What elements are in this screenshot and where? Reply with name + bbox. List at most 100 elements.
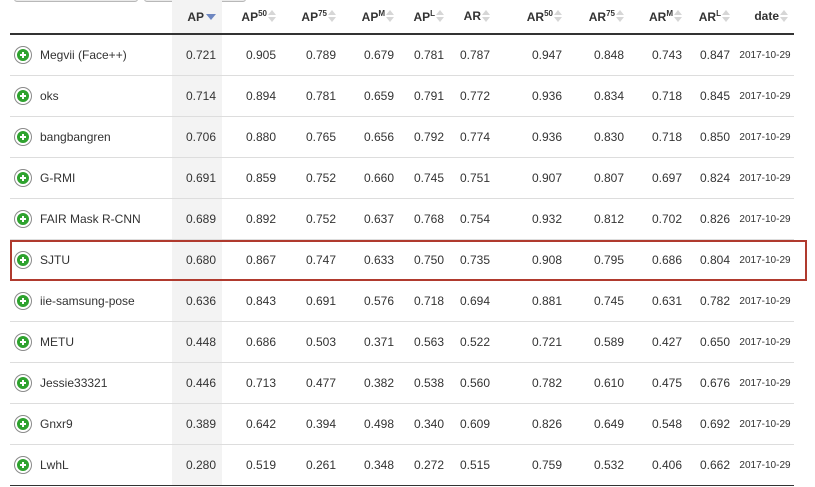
column-header-date[interactable]: date — [736, 0, 794, 35]
cell-name: oks — [10, 75, 172, 117]
cell-ap75: 0.747 — [282, 239, 342, 281]
column-label: AP — [241, 9, 259, 24]
expand-plus-icon[interactable] — [15, 211, 31, 227]
cell-name: Jessie33321 — [10, 362, 172, 404]
cell-ar50: 0.759 — [496, 444, 568, 486]
table-row[interactable]: SJTU 0.680 0.867 0.747 0.633 0.750 0.735 0.908 0… — [10, 239, 794, 281]
column-label-superscript: 50 — [258, 8, 267, 18]
cell-ar: 0.787 — [450, 34, 496, 76]
column-header-ar[interactable]: AR — [450, 0, 496, 35]
column-label: AP — [413, 9, 431, 24]
column-header-ap[interactable]: AP — [172, 0, 222, 35]
cell-apm: 0.679 — [342, 34, 400, 76]
cell-apm: 0.659 — [342, 75, 400, 117]
team-name: iie-samsung-pose — [40, 294, 135, 308]
column-label-superscript: L — [716, 8, 721, 18]
cell-ar75: 0.807 — [568, 157, 630, 199]
column-header-ar50[interactable]: AR50 — [496, 0, 568, 35]
cell-apl: 0.781 — [400, 34, 450, 76]
cell-ap50: 0.686 — [222, 321, 282, 363]
cell-name: LwhL — [10, 444, 172, 486]
cell-arm: 0.702 — [630, 198, 688, 240]
cell-apl: 0.272 — [400, 444, 450, 486]
cell-arm: 0.686 — [630, 239, 688, 281]
cell-arl: 0.662 — [688, 444, 736, 486]
column-label: AP — [187, 9, 204, 24]
cell-apm: 0.656 — [342, 116, 400, 158]
cell-name: Megvii (Face++) — [10, 34, 172, 76]
expand-plus-icon[interactable] — [15, 129, 31, 145]
expand-plus-icon[interactable] — [15, 252, 31, 268]
cell-ap75: 0.691 — [282, 280, 342, 322]
cell-ar50: 0.947 — [496, 34, 568, 76]
column-header-ap75[interactable]: AP75 — [282, 0, 342, 35]
table-row[interactable]: oks 0.714 0.894 0.781 0.659 0.791 0.772 0.936 0.… — [10, 75, 794, 117]
expand-plus-icon[interactable] — [15, 334, 31, 350]
cell-ar: 0.609 — [450, 403, 496, 445]
sort-both-icon — [328, 10, 336, 24]
cell-apm: 0.660 — [342, 157, 400, 199]
cell-ap: 0.446 — [172, 362, 222, 404]
table-row[interactable]: bangbangren 0.706 0.880 0.765 0.656 0.792 0.77… — [10, 116, 794, 158]
column-header-name — [10, 0, 172, 35]
sort-both-icon — [780, 9, 788, 24]
cell-ap50: 0.892 — [222, 198, 282, 240]
sort-both-icon — [674, 10, 682, 24]
cell-date: 2017-10-29 — [736, 198, 794, 240]
cell-ap: 0.448 — [172, 321, 222, 363]
table-row[interactable]: LwhL 0.280 0.519 0.261 0.348 0.272 0.515 0.759 0… — [10, 444, 794, 486]
team-name: LwhL — [40, 458, 69, 472]
sort-both-icon — [616, 10, 624, 24]
cell-date: 2017-10-29 — [736, 157, 794, 199]
table-row[interactable]: Jessie33321 0.446 0.713 0.477 0.382 0.538 0.56… — [10, 362, 794, 404]
table-row[interactable]: G-RMI 0.691 0.859 0.752 0.660 0.745 0.751 0.907… — [10, 157, 794, 199]
cell-apm: 0.633 — [342, 239, 400, 281]
cell-arl: 0.850 — [688, 116, 736, 158]
table-row[interactable]: iie-samsung-pose 0.636 0.843 0.691 0.576 0.71… — [10, 280, 794, 322]
table-row[interactable]: Gnxr9 0.389 0.642 0.394 0.498 0.340 0.609 0.826… — [10, 403, 794, 445]
expand-plus-icon[interactable] — [15, 457, 31, 473]
cell-name: METU — [10, 321, 172, 363]
expand-plus-icon[interactable] — [15, 293, 31, 309]
cell-arm: 0.427 — [630, 321, 688, 363]
cell-ap75: 0.765 — [282, 116, 342, 158]
column-label: AP — [361, 9, 379, 24]
cell-ar75: 0.834 — [568, 75, 630, 117]
column-header-arl[interactable]: ARL — [688, 0, 736, 35]
cell-arl: 0.692 — [688, 403, 736, 445]
cell-ap: 0.691 — [172, 157, 222, 199]
table-row[interactable]: METU 0.448 0.686 0.503 0.371 0.563 0.522 0.721 0… — [10, 321, 794, 363]
cell-date: 2017-10-29 — [736, 239, 794, 281]
cell-ap50: 0.867 — [222, 239, 282, 281]
cell-arl: 0.650 — [688, 321, 736, 363]
expand-plus-icon[interactable] — [15, 170, 31, 186]
team-name: Jessie33321 — [40, 376, 108, 390]
team-name: SJTU — [40, 253, 70, 267]
expand-plus-icon[interactable] — [15, 375, 31, 391]
cell-name: FAIR Mask R-CNN — [10, 198, 172, 240]
team-name: oks — [40, 89, 59, 103]
column-label: AR — [698, 9, 717, 24]
cell-ap75: 0.261 — [282, 444, 342, 486]
column-header-apl[interactable]: APL — [400, 0, 450, 35]
column-header-apm[interactable]: APM — [342, 0, 400, 35]
expand-plus-icon[interactable] — [15, 416, 31, 432]
cell-ap50: 0.905 — [222, 34, 282, 76]
cell-arm: 0.718 — [630, 116, 688, 158]
column-label: AP — [301, 9, 319, 24]
column-header-ar75[interactable]: AR75 — [568, 0, 630, 35]
table-row[interactable]: FAIR Mask R-CNN 0.689 0.892 0.752 0.637 0.768… — [10, 198, 794, 240]
column-header-arm[interactable]: ARM — [630, 0, 688, 35]
expand-plus-icon[interactable] — [15, 47, 31, 63]
cell-ar50: 0.908 — [496, 239, 568, 281]
cell-ar75: 0.848 — [568, 34, 630, 76]
cell-ap: 0.689 — [172, 198, 222, 240]
table-row[interactable]: Megvii (Face++) 0.721 0.905 0.789 0.679 0.781… — [10, 34, 794, 76]
sort-both-icon — [386, 10, 394, 24]
team-name: bangbangren — [40, 130, 111, 144]
cell-date: 2017-10-29 — [736, 321, 794, 363]
expand-plus-icon[interactable] — [15, 88, 31, 104]
column-header-ap50[interactable]: AP50 — [222, 0, 282, 35]
cell-ar50: 0.932 — [496, 198, 568, 240]
